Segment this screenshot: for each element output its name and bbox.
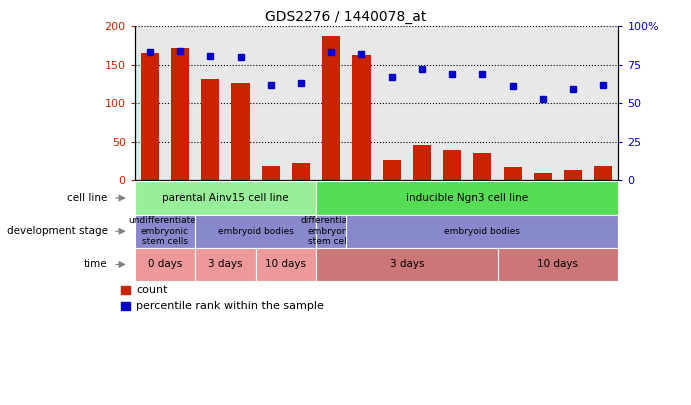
Bar — [322, 36, 340, 180]
Bar — [292, 163, 310, 180]
Text: cell line: cell line — [67, 193, 108, 203]
Text: percentile rank within the sample: percentile rank within the sample — [136, 301, 324, 311]
Bar — [413, 145, 431, 180]
Bar — [141, 53, 159, 180]
Text: 10 days: 10 days — [265, 260, 306, 269]
Text: parental Ainv15 cell line: parental Ainv15 cell line — [162, 193, 289, 203]
Bar — [121, 301, 131, 310]
Text: embryoid bodies: embryoid bodies — [218, 227, 294, 236]
Text: differentiated
embryonic
stem cells: differentiated embryonic stem cells — [300, 216, 362, 246]
Bar — [504, 167, 522, 180]
Bar — [443, 150, 462, 180]
Bar — [171, 48, 189, 180]
Bar — [121, 286, 131, 294]
Bar — [201, 79, 219, 180]
Bar — [533, 173, 552, 180]
Bar — [262, 166, 280, 180]
Bar — [383, 160, 401, 180]
Bar — [473, 153, 491, 180]
Text: development stage: development stage — [7, 226, 108, 236]
Text: 10 days: 10 days — [538, 260, 578, 269]
Text: count: count — [136, 285, 168, 295]
Text: time: time — [84, 260, 108, 269]
Text: inducible Ngn3 cell line: inducible Ngn3 cell line — [406, 193, 529, 203]
Text: GDS2276 / 1440078_at: GDS2276 / 1440078_at — [265, 10, 426, 24]
Bar — [352, 55, 370, 180]
Text: undifferentiated
embryonic
stem cells: undifferentiated embryonic stem cells — [128, 216, 202, 246]
Bar — [231, 83, 249, 180]
Bar — [564, 170, 582, 180]
Text: 3 days: 3 days — [208, 260, 243, 269]
Text: 0 days: 0 days — [148, 260, 182, 269]
Bar — [594, 166, 612, 180]
Text: 3 days: 3 days — [390, 260, 424, 269]
Text: embryoid bodies: embryoid bodies — [444, 227, 520, 236]
